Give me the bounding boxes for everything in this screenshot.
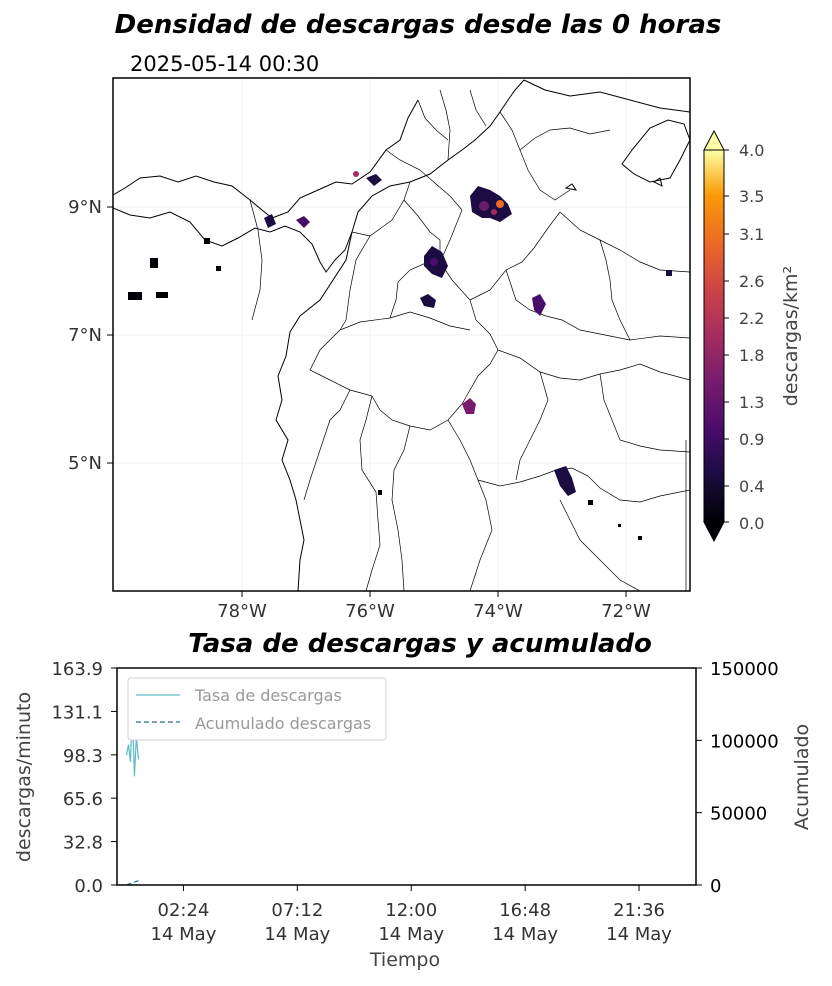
lon-tick-label: 78°W <box>217 601 267 622</box>
density-cell <box>128 292 142 300</box>
chart-title: Tasa de descargas y acumulado <box>188 629 652 659</box>
colorbar-tick-label: 4.0 <box>739 141 764 160</box>
rate-cumulative-chart: 02:24 14 May 07:12 14 May 12:00 14 May 16:48 14… <box>13 660 813 971</box>
plot-area <box>116 667 697 886</box>
x-tick-date-label: 14 May <box>378 924 444 945</box>
density-cell <box>588 500 593 505</box>
density-cell <box>216 266 221 271</box>
density-cell <box>666 270 672 276</box>
legend: Tasa de descargas Acumulado descargas <box>127 677 387 741</box>
x-tick-date-label: 14 May <box>151 924 217 945</box>
y-tick-label: 131.1 <box>51 702 103 723</box>
map-area <box>113 78 690 591</box>
lon-tick-label: 72°W <box>601 601 651 622</box>
lightning-density-map: 78°W 76°W 74°W 72°W 9°N 7°N 5°N 4.0 3.5 … <box>68 77 802 622</box>
y2-tick-label: 100000 <box>710 731 779 752</box>
legend-label-cumulative: Acumulado descargas <box>195 714 371 733</box>
map-timestamp: 2025-05-14 00:30 <box>130 52 320 76</box>
lat-tick-label: 9°N <box>68 197 102 218</box>
colorbar-tick-label: 2.2 <box>739 309 764 328</box>
colorbar-tick-label: 3.5 <box>739 187 764 206</box>
x-tick-label: 07:12 <box>271 900 323 921</box>
y-axis-label: descargas/minuto <box>13 692 35 862</box>
colorbar-tick-label: 1.8 <box>739 346 764 365</box>
legend-box <box>127 677 387 741</box>
colorbar-min-extend <box>703 521 725 543</box>
density-cell <box>264 214 276 228</box>
density-cell <box>150 258 158 268</box>
venezuela-coast <box>523 79 690 113</box>
colorbar: 4.0 3.5 3.1 2.6 2.2 1.8 1.3 0.9 0.4 0.0 … <box>703 129 802 543</box>
x-tick-label: 12:00 <box>385 900 437 921</box>
x-tick-label: 21:36 <box>613 900 665 921</box>
lon-tick-label: 76°W <box>345 601 395 622</box>
map-title: Densidad de descargas desde las 0 horas <box>114 10 722 40</box>
density-cell <box>470 186 512 222</box>
x-tick-label: 16:48 <box>499 900 551 921</box>
density-cell <box>491 209 497 215</box>
colorbar-max-extend <box>703 129 725 151</box>
lon-axis: 78°W 76°W 74°W 72°W <box>217 591 651 622</box>
y-tick-label: 65.6 <box>63 789 103 810</box>
colorbar-tick-label: 3.1 <box>739 225 764 244</box>
map-gridlines <box>113 78 690 591</box>
colorbar-tick-label: 0.4 <box>739 477 764 496</box>
pacific-coast <box>275 231 353 591</box>
y-tick-label: 0.0 <box>74 876 103 897</box>
density-cell <box>204 238 210 244</box>
x-tick-date-label: 14 May <box>606 924 672 945</box>
colorbar-tick-label: 0.9 <box>739 430 764 449</box>
density-cell <box>156 292 168 298</box>
lightning-density-cells <box>128 171 672 540</box>
density-cell <box>532 294 546 316</box>
lon-tick-label: 74°W <box>473 601 523 622</box>
colorbar-tick-label: 1.3 <box>739 393 764 412</box>
y-tick-label: 98.3 <box>63 746 103 767</box>
density-cell <box>479 201 489 211</box>
y-tick-label: 163.9 <box>51 660 103 680</box>
y2-tick-label: 50000 <box>710 804 767 825</box>
density-cell <box>353 171 359 177</box>
y2-tick-label: 150000 <box>710 660 779 680</box>
x-tick-label: 02:24 <box>158 900 210 921</box>
y-tick-label: 32.8 <box>63 833 103 854</box>
x-axis-label: Tiempo <box>369 949 440 971</box>
density-cell <box>618 524 621 527</box>
island-small <box>653 177 663 187</box>
density-cell <box>462 398 476 414</box>
colorbar-tick-label: 0.0 <box>739 514 764 533</box>
density-cell <box>638 536 642 540</box>
lat-tick-label: 5°N <box>68 453 102 474</box>
legend-label-rate: Tasa de descargas <box>194 686 342 705</box>
island-small-2 <box>564 183 578 191</box>
island-trinidad <box>621 119 690 183</box>
density-cell <box>420 294 436 308</box>
colorbar-label: descargas/km² <box>780 266 802 406</box>
colorbar-gradient <box>703 149 725 523</box>
density-cell <box>366 174 382 186</box>
panama-south-coast <box>113 207 353 273</box>
density-cell <box>378 490 382 495</box>
y2-axis-label: Acumulado <box>791 724 813 830</box>
density-cell <box>430 258 438 266</box>
density-cell <box>296 216 310 228</box>
colorbar-tick-label: 2.6 <box>739 272 764 291</box>
density-cell <box>496 200 504 208</box>
y2-tick-label: 0 <box>710 876 721 897</box>
x-tick-date-label: 14 May <box>492 924 558 945</box>
lat-axis: 9°N 7°N 5°N <box>68 197 113 474</box>
density-cell <box>566 486 574 494</box>
internal-borders <box>249 89 690 591</box>
lat-tick-label: 7°N <box>68 325 102 346</box>
caribbean-coast <box>351 79 525 233</box>
x-tick-date-label: 14 May <box>264 924 330 945</box>
